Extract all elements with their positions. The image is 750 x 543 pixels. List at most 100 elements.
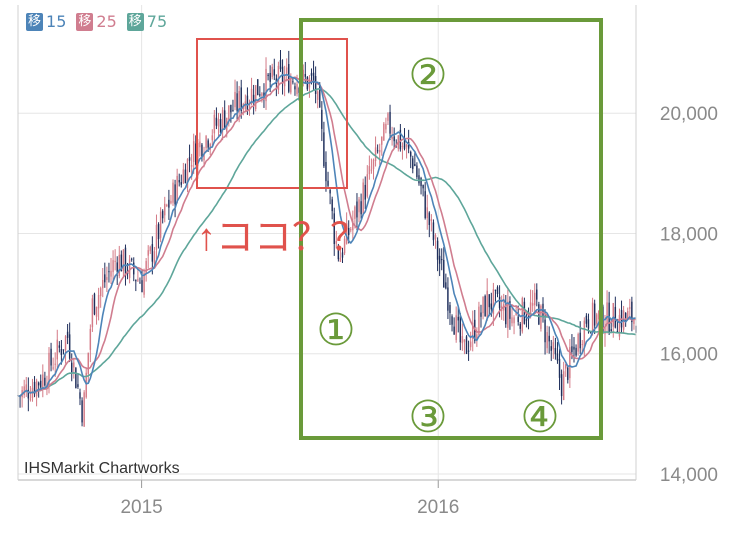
candle-body — [135, 280, 137, 282]
candle-body — [494, 289, 497, 291]
candle-body — [366, 174, 369, 197]
candle-body — [596, 314, 598, 324]
legend-item-ma15: 移 15 — [26, 12, 66, 31]
candle-body — [106, 277, 108, 280]
candle-body — [139, 282, 141, 284]
candle-body — [269, 72, 271, 82]
candle-body — [252, 94, 255, 104]
candle-body — [484, 295, 486, 317]
candle-body — [114, 260, 116, 262]
candle-body — [507, 301, 509, 328]
candle-body — [352, 221, 354, 231]
candle-body — [104, 274, 106, 283]
candle-body — [604, 327, 606, 335]
circled-number-1: ① — [316, 306, 355, 355]
candle-body — [490, 303, 493, 310]
candle-body — [581, 344, 583, 346]
candle-body — [385, 123, 387, 130]
candle-body — [186, 159, 189, 189]
candle-body — [37, 382, 40, 386]
candle-body — [347, 227, 350, 236]
candle-body — [234, 91, 236, 108]
candle-body — [587, 319, 590, 329]
candle-body — [554, 348, 557, 355]
candle-body — [420, 178, 422, 187]
legend: 移 15 移 25 移 75 — [26, 12, 167, 31]
candle-body — [523, 301, 526, 324]
candle-body — [560, 374, 563, 397]
candle-body — [405, 144, 408, 147]
candle-body — [319, 85, 321, 108]
candle-body — [589, 332, 592, 334]
candle-body — [627, 310, 629, 319]
candle-body — [205, 136, 207, 149]
annotations: ↑ココ？？ ① ② ③ ④ — [196, 18, 603, 442]
candle-body — [73, 362, 75, 368]
candle-body — [424, 191, 426, 219]
candle-body — [60, 349, 63, 355]
candle-body — [174, 184, 176, 205]
candle-body — [213, 114, 216, 134]
candle-body — [434, 235, 437, 239]
candle-body — [558, 358, 561, 378]
candle-body — [118, 254, 120, 277]
candle-body — [345, 223, 348, 244]
candle-body — [184, 169, 187, 184]
candle-body — [521, 298, 524, 332]
candle-body — [463, 339, 466, 342]
candle-body — [147, 250, 149, 256]
candle-body — [56, 339, 58, 360]
candle-body — [335, 240, 338, 244]
moving-average-15 — [18, 73, 636, 397]
candle-body — [515, 312, 517, 315]
legend-swatch: 移 — [76, 12, 94, 31]
candle-body — [323, 132, 325, 167]
candle-body — [412, 158, 414, 169]
candle-body — [387, 113, 389, 121]
candle-body — [426, 207, 428, 219]
candle-body — [314, 76, 317, 94]
candle-body — [614, 306, 617, 328]
candle-body — [48, 352, 50, 387]
candle-body — [577, 334, 579, 352]
candle-body — [145, 261, 147, 274]
legend-item-ma25: 移 25 — [76, 12, 117, 31]
candle-body — [91, 298, 94, 328]
candle-body — [327, 180, 329, 186]
candle-body — [223, 110, 226, 129]
candle-body — [143, 273, 145, 295]
candle-body — [455, 315, 457, 341]
circled-number-3: ③ — [408, 393, 447, 442]
candle-body — [585, 315, 588, 324]
candle-body — [538, 304, 540, 325]
candle-body — [188, 157, 191, 161]
candle-body — [250, 88, 253, 104]
candle-body — [343, 238, 346, 254]
candle-body — [362, 182, 364, 214]
candle-body — [273, 69, 276, 76]
candle-body — [513, 317, 515, 324]
candle-body — [428, 212, 431, 225]
candle-body — [178, 180, 180, 183]
candle-body — [259, 94, 261, 96]
legend-item-ma75: 移 75 — [126, 12, 167, 31]
candle-body — [141, 280, 143, 293]
candle-body — [505, 305, 507, 325]
candle-body — [453, 326, 455, 335]
candle-body — [176, 175, 178, 203]
candle-body — [459, 316, 462, 343]
candle-body — [27, 389, 30, 399]
candle-body — [35, 380, 38, 397]
candle-body — [416, 165, 418, 178]
red-highlight-box — [196, 38, 348, 189]
candle-body — [25, 384, 27, 391]
candle-body — [517, 316, 519, 322]
candle-body — [321, 109, 323, 129]
candle-body — [182, 169, 185, 183]
candle-body — [389, 111, 391, 134]
candle-body — [52, 367, 54, 369]
candle-body — [64, 336, 67, 351]
candle-body — [155, 225, 158, 250]
candle-body — [124, 247, 127, 276]
candle-body — [393, 136, 395, 142]
